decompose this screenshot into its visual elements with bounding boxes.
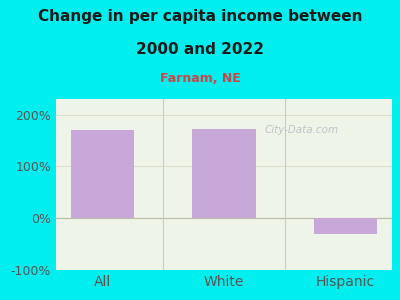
Text: Farnam, NE: Farnam, NE: [160, 72, 240, 85]
Bar: [192, 129, 256, 218]
Bar: [71, 130, 134, 218]
Text: City-Data.com: City-Data.com: [264, 125, 338, 135]
Text: Change in per capita income between: Change in per capita income between: [38, 9, 362, 24]
Bar: [314, 218, 377, 234]
Text: 2000 and 2022: 2000 and 2022: [136, 42, 264, 57]
